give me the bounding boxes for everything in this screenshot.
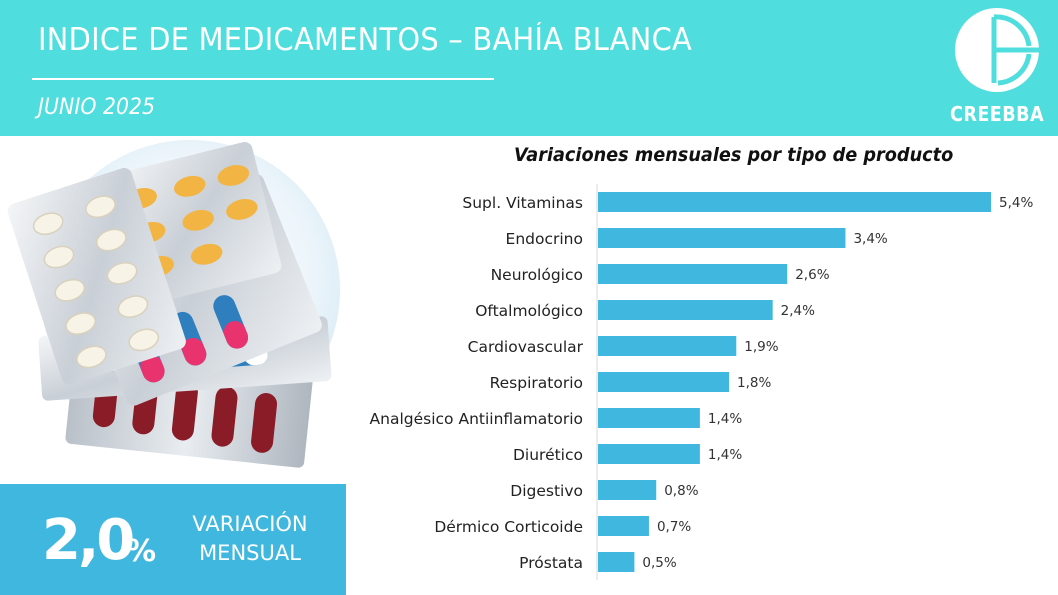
- value-label: 1,9%: [744, 339, 778, 355]
- category-label: Oftalmológico: [475, 302, 583, 320]
- bar: [598, 264, 788, 284]
- monthly-variation-label: VARIACIÓN MENSUAL: [176, 510, 324, 568]
- value-label: 1,4%: [708, 411, 742, 427]
- category-label: Respiratorio: [490, 374, 583, 392]
- bar: [598, 192, 991, 212]
- value-label: 2,4%: [781, 303, 815, 319]
- medication-pills-illustration: [7, 140, 340, 468]
- bar: [598, 516, 649, 536]
- monthly-variation-box: 2,0 % VARIACIÓN MENSUAL: [0, 484, 346, 595]
- bar: [598, 408, 700, 428]
- monthly-variation-label-line2: MENSUAL: [199, 541, 301, 565]
- category-label: Cardiovascular: [468, 338, 584, 356]
- category-label: Supl. Vitaminas: [462, 194, 583, 212]
- logo-text: CREEBBA: [949, 102, 1045, 126]
- page-title: INDICE DE MEDICAMENTOS – BAHÍA BLANCA: [38, 22, 693, 58]
- bar: [598, 228, 846, 248]
- page-subtitle: JUNIO 2025: [38, 95, 156, 120]
- bar: [598, 372, 729, 392]
- bar: [598, 444, 700, 464]
- value-label: 1,8%: [737, 375, 771, 391]
- value-label: 1,4%: [708, 447, 742, 463]
- monthly-variation-value: 2,0: [42, 508, 135, 573]
- value-label: 0,8%: [664, 483, 698, 499]
- category-label: Neurológico: [491, 266, 583, 284]
- category-label: Endocrino: [506, 230, 583, 248]
- monthly-variation-label-line1: VARIACIÓN: [192, 512, 308, 536]
- category-label: Analgésico Antiinflamatorio: [370, 410, 583, 428]
- category-label: Dérmico Corticoide: [434, 518, 583, 536]
- chart-title: Variaciones mensuales por tipo de produc…: [514, 144, 954, 166]
- bar: [598, 336, 737, 356]
- bar: [598, 300, 773, 320]
- header-banner: INDICE DE MEDICAMENTOS – BAHÍA BLANCA JU…: [0, 0, 1058, 136]
- category-label: Próstata: [519, 554, 583, 572]
- value-label: 5,4%: [999, 195, 1033, 211]
- category-label: Diurético: [513, 446, 583, 464]
- value-label: 3,4%: [853, 231, 887, 247]
- bar: [598, 480, 657, 500]
- title-divider: [32, 78, 494, 80]
- creebba-logo-icon: [955, 8, 1039, 92]
- bar: [598, 552, 635, 572]
- category-label: Digestivo: [510, 482, 583, 500]
- monthly-variation-unit: %: [126, 534, 157, 569]
- value-label: 0,5%: [642, 555, 676, 571]
- value-label: 0,7%: [657, 519, 691, 535]
- value-label: 2,6%: [795, 267, 829, 283]
